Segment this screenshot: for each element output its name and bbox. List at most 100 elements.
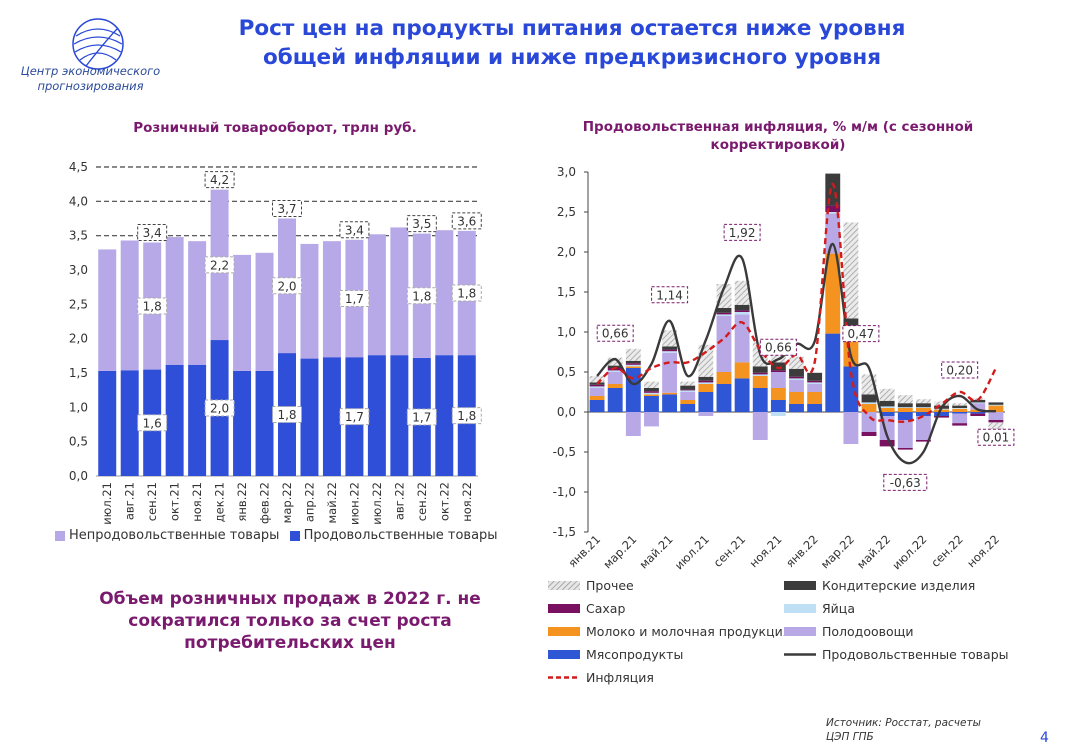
x-tick-label: май.21 [636,532,675,571]
x-tick-label: окт.22 [437,482,451,521]
data-label-total-box [451,212,482,230]
bar-eggs [988,404,1004,406]
x-tick-label: апр.22 [302,482,316,522]
bar-fruitveg [789,380,804,392]
bar-eggs [807,382,823,384]
bar-fruitveg [825,213,841,254]
source-note: Источник: Росстат, расчеты ЦЭП ГПБ [826,716,981,744]
x-tick-label: окт.21 [168,482,182,521]
bar-confectionery [789,368,804,377]
bar-other [716,284,732,308]
bar-confectionery [625,360,641,364]
bar-other [843,222,859,319]
data-label-nonfood-box [204,256,235,274]
bar-dairy [589,396,605,400]
bar-dairy [879,408,895,412]
bar-meat [752,388,768,412]
x-tick-label: ноя.21 [746,532,784,570]
bar-eggs [861,402,877,404]
bar-dairy [680,400,696,404]
bar-meat [825,333,841,412]
legend-item-confectionery: Кондитерские изделия [784,577,975,593]
data-label-food: 1,8 [457,409,476,423]
bar-sugar [879,440,895,447]
food-inflation-line [596,242,997,465]
data-label-nonfood-box [339,289,370,307]
bar-meat [970,412,986,414]
bar-other [952,403,968,406]
page-number: 4 [1040,730,1049,746]
food-inflation-title-line: корректировкой) [710,137,846,153]
legend-swatch-food-line [784,652,816,656]
y-tick-label: 2,5 [557,205,576,219]
data-label-food-box [204,399,235,417]
x-tick-label: июл.21 [100,482,114,525]
legend-item-other: Прочее [548,577,634,593]
bar-dairy [716,372,732,384]
x-tick-label: сен.22 [415,482,429,521]
bar-eggs [662,351,678,353]
data-label-box [723,223,761,241]
bar-food [322,357,341,476]
y-tick-label: 1,5 [557,285,576,299]
x-tick-label: янв.22 [783,532,821,570]
bar-confectionery [825,173,841,206]
bar-dairy [934,409,949,412]
legend-swatch-inflation [548,675,580,679]
bar-fruitveg [915,416,931,440]
y-tick-label: 4,0 [69,194,88,208]
x-tick-label: авг.22 [392,482,406,520]
legend-swatch-confectionery [784,580,816,590]
bar-nonfood [255,252,274,371]
bar-meat [934,412,949,416]
bar-fruitveg [752,412,768,440]
data-label-food-box [406,408,437,426]
bar-sugar [897,448,913,450]
legend-swatch-eggs [784,603,816,613]
bar-sugar [789,376,804,379]
bar-food [120,370,139,476]
bar-sugar [825,205,841,212]
bar-fruitveg [970,403,986,410]
bar-sugar [807,380,823,383]
x-tick-label: май.22 [854,532,893,571]
legend-label-sugar: Сахар [586,600,626,616]
bar-other [607,357,623,366]
legend-label-inflation: Инфляция [586,669,654,685]
legend-item-meat: Мясопродукты [548,646,683,662]
bar-fruitveg [988,412,1004,420]
x-tick-label: ноя.22 [460,482,474,522]
inflation-line [596,182,997,423]
bar-dairy [752,376,768,388]
food-inflation-title-line: Продовольственная инфляция, % м/м (с сез… [582,119,974,135]
bar-other [680,381,696,386]
bar-confectionery [734,304,750,311]
x-tick-label: ноя.21 [190,482,204,522]
page-title-line: Рост цен на продукты питания остается ни… [238,16,906,41]
legend-label-nonfood: Непродовольственные товары [69,528,280,543]
food-inflation-chart-title: Продовольственная инфляция, % м/м (с сез… [548,118,1008,154]
bar-meat [607,388,623,412]
bar-dairy [897,408,913,412]
data-label-food-box [339,408,370,426]
bar-dairy [734,362,750,379]
bar-confectionery [861,394,877,403]
data-label-total: 3,4 [143,226,162,240]
bar-sugar [988,420,1004,423]
data-label-box [596,324,634,342]
bar-fruitveg [680,392,696,400]
bar-sugar [752,372,768,375]
bar-dairy [825,253,841,334]
data-label-total: 3,5 [412,217,431,231]
data-label-nonfood: 1,8 [143,300,162,314]
x-tick-label: авг.21 [123,482,137,520]
bar-fruitveg [861,412,877,432]
bar-meat [915,412,931,416]
y-tick-label: 3,0 [557,165,576,179]
bar-nonfood [435,230,454,356]
globe-icon [72,18,124,70]
logo-caption-line: Центр экономического [20,64,161,78]
y-tick-label: 2,0 [557,245,576,259]
bar-fruitveg [625,412,641,436]
bar-eggs [625,364,641,367]
